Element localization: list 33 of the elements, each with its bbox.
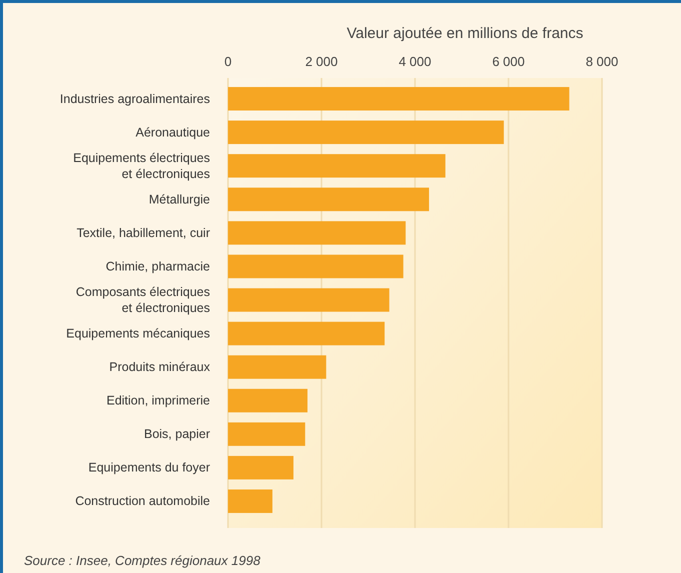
y-tick-label: Chimie, pharmacie — [106, 259, 210, 274]
x-tick-label: 8 000 — [586, 54, 618, 69]
x-axis-title: Valeur ajoutée en millions de francs — [346, 25, 584, 42]
bar — [228, 221, 406, 245]
y-tick-label: Edition, imprimerie — [106, 394, 210, 408]
y-tick-label: Textile, habillement, cuir — [76, 226, 210, 240]
y-tick-label: Construction automobile — [75, 494, 210, 508]
bar — [228, 288, 390, 312]
y-tick-label: Bois, papier — [144, 427, 210, 442]
y-tick-label: Produits minéraux — [109, 360, 211, 374]
x-tick-label: 2 000 — [305, 54, 338, 69]
bar — [228, 388, 308, 412]
x-tick-label: 6 000 — [492, 54, 525, 69]
bar — [228, 120, 504, 144]
y-tick-label: Aéronautique — [136, 125, 210, 140]
y-tick-label: Métallurgie — [148, 192, 210, 206]
source-note: Source : Insee, Comptes régionaux 1998 — [24, 553, 262, 568]
bar — [228, 355, 326, 379]
bar — [228, 154, 446, 178]
bar — [228, 322, 385, 346]
x-tick-label: 4 000 — [398, 54, 432, 69]
bar — [228, 87, 570, 111]
y-tick-label: Composants électriques et électroniques — [76, 285, 210, 315]
bar — [228, 422, 306, 446]
bar — [228, 489, 272, 513]
y-tick-label: Equipements mécaniques — [66, 326, 210, 341]
bar — [228, 254, 404, 278]
x-tick-label: 0 — [224, 54, 232, 69]
bar — [228, 188, 430, 212]
y-tick-label: Equipements du foyer — [88, 460, 210, 475]
bar — [228, 456, 294, 480]
y-tick-label: Industries agroalimentaires — [60, 92, 210, 106]
y-tick-label: Equipements électriques et électroniques — [73, 150, 210, 181]
